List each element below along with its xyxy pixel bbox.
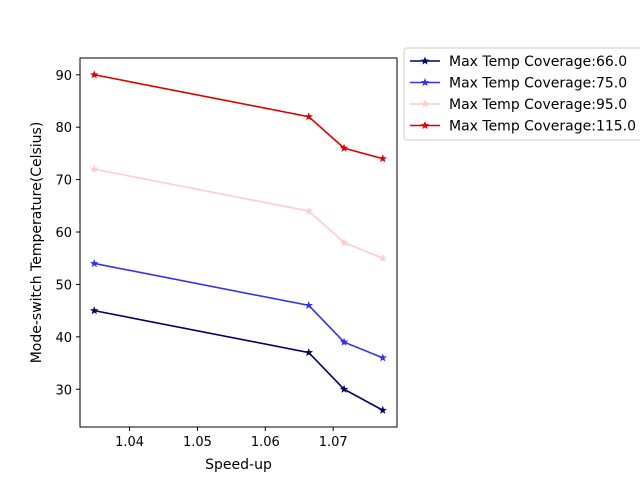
- data-point: [90, 306, 99, 315]
- data-point: [378, 353, 387, 362]
- data-point: [339, 384, 349, 393]
- legend-label: Max Temp Coverage:66.0: [449, 54, 627, 70]
- legend-frame: [403, 47, 640, 141]
- y-tick-label: 80: [55, 121, 72, 136]
- y-tick-label: 60: [55, 226, 72, 241]
- data-point: [90, 164, 99, 173]
- x-axis: 1.04 1.05 1.06 1.07: [115, 427, 348, 450]
- plot-frame: [79, 57, 398, 428]
- series-line-3: [94, 73, 383, 160]
- y-tick-label: 90: [55, 69, 72, 84]
- x-tick-label: 1.06: [251, 435, 280, 450]
- legend: Max Temp Coverage:66.0 Max Temp Coverage:…: [403, 47, 640, 141]
- legend-label: Max Temp Coverage:115.0: [449, 119, 636, 135]
- data-point: [90, 70, 99, 79]
- data-point: [304, 112, 313, 121]
- y-tick-label: 30: [55, 383, 72, 398]
- data-point: [339, 337, 349, 346]
- x-tick-label: 1.07: [319, 435, 348, 450]
- data-point: [304, 348, 313, 357]
- data-point: [378, 253, 387, 262]
- data-point: [339, 143, 349, 152]
- data-point: [339, 238, 349, 247]
- y-axis-label: Mode-switch Temperature(Celsius): [29, 122, 45, 364]
- y-tick-label: 70: [55, 174, 72, 189]
- series-line-0: [94, 309, 384, 411]
- series-line-1: [94, 262, 384, 359]
- legend-marker: [420, 78, 430, 87]
- series-layer: [90, 70, 387, 414]
- x-axis-label: Speed-up: [205, 457, 272, 473]
- y-tick-label: 50: [55, 278, 72, 293]
- series-line-2: [94, 168, 384, 259]
- y-axis: 30 40 50 60 70 80 90: [55, 69, 80, 398]
- y-tick-label: 40: [55, 331, 72, 346]
- legend-marker: [420, 121, 430, 130]
- legend-label: Max Temp Coverage:95.0: [449, 97, 627, 113]
- data-point: [304, 300, 313, 310]
- x-tick-label: 1.04: [115, 435, 144, 450]
- data-point: [378, 405, 387, 414]
- legend-label: Max Temp Coverage:75.0: [449, 76, 627, 92]
- legend-marker: [420, 99, 430, 108]
- data-point: [90, 259, 99, 268]
- legend-marker: [420, 56, 430, 65]
- x-tick-label: 1.05: [183, 435, 212, 450]
- data-point: [378, 154, 387, 163]
- data-point: [304, 206, 313, 215]
